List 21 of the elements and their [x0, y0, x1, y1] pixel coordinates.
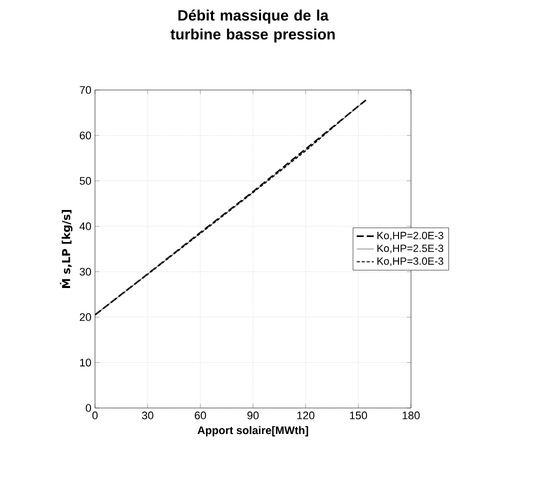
y-tick-label: 10 [80, 358, 92, 366]
x-tick-label: 60 [194, 412, 206, 420]
y-tick-label: 50 [80, 176, 92, 185]
legend-label: Ko,HP=2.0E-3 [377, 232, 444, 240]
x-tick-label: 0 [92, 412, 98, 420]
y-tick-label: 70 [80, 86, 92, 94]
y-axis-title: Ṁ s,LP [kg/s] [60, 210, 72, 288]
chart-title: Débit massique de la turbine basse pression [170, 10, 335, 42]
y-tick-label: 60 [80, 132, 92, 140]
y-tick-label: 30 [80, 268, 92, 276]
x-tick-label: 150 [350, 412, 368, 420]
x-axis-title: Apport solaire[MWth] [198, 426, 308, 436]
x-tick-label: 180 [402, 412, 420, 420]
y-tick-label: 40 [80, 222, 92, 230]
legend-label: Ko,HP=2.5E-3 [377, 244, 444, 254]
y-tick-label: 0 [86, 404, 92, 412]
x-tick-label: 90 [247, 412, 259, 420]
y-tick-label: 20 [80, 313, 92, 322]
x-tick-label: 120 [297, 412, 314, 420]
legend-label: Ko,HP=3.0E-3 [377, 257, 444, 266]
x-tick-label: 30 [142, 412, 154, 420]
